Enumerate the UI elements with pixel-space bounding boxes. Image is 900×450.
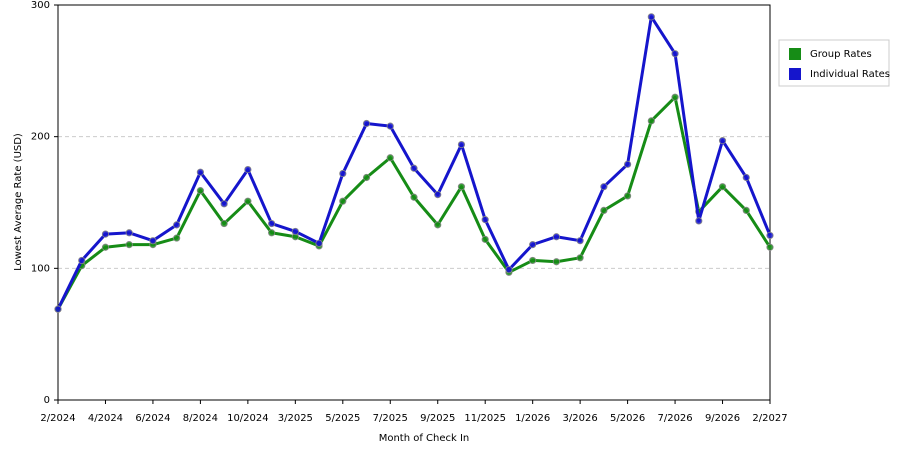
data-point [623,160,632,168]
data-point [623,192,632,200]
data-point [101,243,110,251]
data-point [600,183,608,191]
legend-label: Group Rates [810,49,872,60]
data-point [529,256,537,265]
data-point [481,235,489,243]
x-tick-label: 10/2024 [227,413,269,424]
data-point [244,197,252,205]
data-point [267,219,276,228]
data-point [505,266,513,274]
data-point [78,256,86,265]
data-point [600,206,608,214]
data-point [362,119,371,128]
data-point [220,200,228,208]
x-tick-label: 8/2024 [183,413,218,424]
x-tick-label: 2/2024 [40,413,75,424]
data-point [695,217,703,225]
legend-swatch [789,68,801,80]
x-tick-label: 5/2025 [325,413,360,424]
data-point [434,191,442,199]
data-point [742,173,750,182]
y-tick-label: 100 [31,263,50,274]
data-point [718,183,727,191]
data-point [315,239,323,247]
data-point [339,197,347,205]
data-point [244,165,252,174]
legend-swatch [789,48,801,60]
data-point [101,230,110,238]
data-point [125,241,133,249]
data-point [267,229,276,237]
x-tick-label: 3/2026 [563,413,598,424]
data-point [54,305,62,313]
y-tick-label: 300 [31,0,50,11]
x-tick-label: 9/2026 [705,413,740,424]
x-tick-label: 4/2024 [88,413,123,424]
data-point [410,193,418,201]
data-point [766,243,774,251]
data-point [196,187,204,195]
x-tick-label: 7/2025 [373,413,408,424]
data-point [386,154,394,162]
data-point [671,50,679,58]
y-axis-label: Lowest Average Rate (USD) [13,133,24,271]
data-point [718,137,727,145]
data-point [386,122,394,130]
x-tick-label: 2/2027 [752,413,787,424]
data-point [766,231,774,240]
x-axis-label: Month of Check In [379,433,470,444]
x-tick-label: 1/2026 [515,413,550,424]
data-point [552,233,561,241]
data-point [457,183,466,191]
data-point [125,229,133,237]
series-line [56,15,772,310]
data-point [647,13,655,21]
plot-frame [57,4,771,401]
data-point [220,219,228,228]
data-point [576,254,584,262]
data-point [149,237,157,245]
legend-label: Individual Rates [810,69,890,80]
x-tick-label: 5/2026 [610,413,645,424]
data-point [647,117,655,125]
data-point [291,227,299,236]
y-tick-label: 0 [44,395,50,406]
data-point [552,258,561,266]
data-point [671,93,679,101]
data-point [457,140,466,149]
data-point [576,237,584,245]
y-tick-label: 200 [31,132,50,143]
data-point [173,234,181,242]
x-tick-label: 7/2026 [657,413,692,424]
data-point [434,221,442,229]
data-point [410,164,418,172]
x-tick-label: 6/2024 [135,413,170,424]
data-point [173,221,181,229]
data-point [339,169,347,178]
series-line [56,95,772,310]
data-point [742,206,750,214]
data-point [529,241,537,249]
data-point [481,216,489,224]
x-tick-label: 11/2025 [464,413,506,424]
x-tick-label: 3/2025 [278,413,313,424]
data-point [196,168,204,176]
x-tick-label: 9/2025 [420,413,455,424]
data-point [362,173,371,182]
